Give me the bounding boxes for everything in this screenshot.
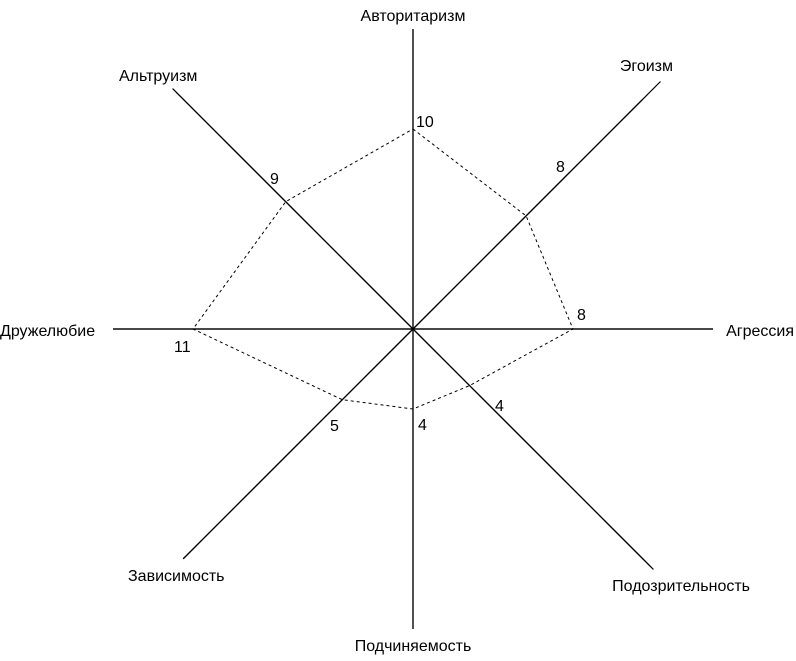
values-polygon: [192, 128, 574, 410]
data-label: 10: [416, 114, 434, 131]
data-label: 8: [556, 159, 565, 176]
data-label: 8: [577, 307, 586, 324]
labels-layer: Авторитаризм 10 Эгоизм 8 Агрессия 8 Подозрител…: [0, 8, 794, 655]
data-label: 9: [270, 171, 279, 188]
axis-label: Авторитаризм: [361, 8, 466, 25]
axis-label: Подчиняемость: [355, 638, 472, 655]
axes-layer: [113, 29, 713, 629]
axis-label: Дружелюбие: [0, 323, 95, 340]
axis-label: Зависимость: [128, 568, 225, 585]
axis-line: [175, 91, 651, 567]
axis-label: Агрессия: [726, 323, 794, 340]
axis-label: Подозрительность: [612, 578, 750, 595]
axis-label: Эгоизм: [620, 58, 673, 75]
data-label: 11: [174, 339, 191, 356]
data-label: 5: [330, 418, 339, 435]
axis-label: Альтруизм: [119, 68, 197, 85]
data-label: 4: [495, 398, 504, 415]
data-label: 4: [418, 417, 427, 434]
